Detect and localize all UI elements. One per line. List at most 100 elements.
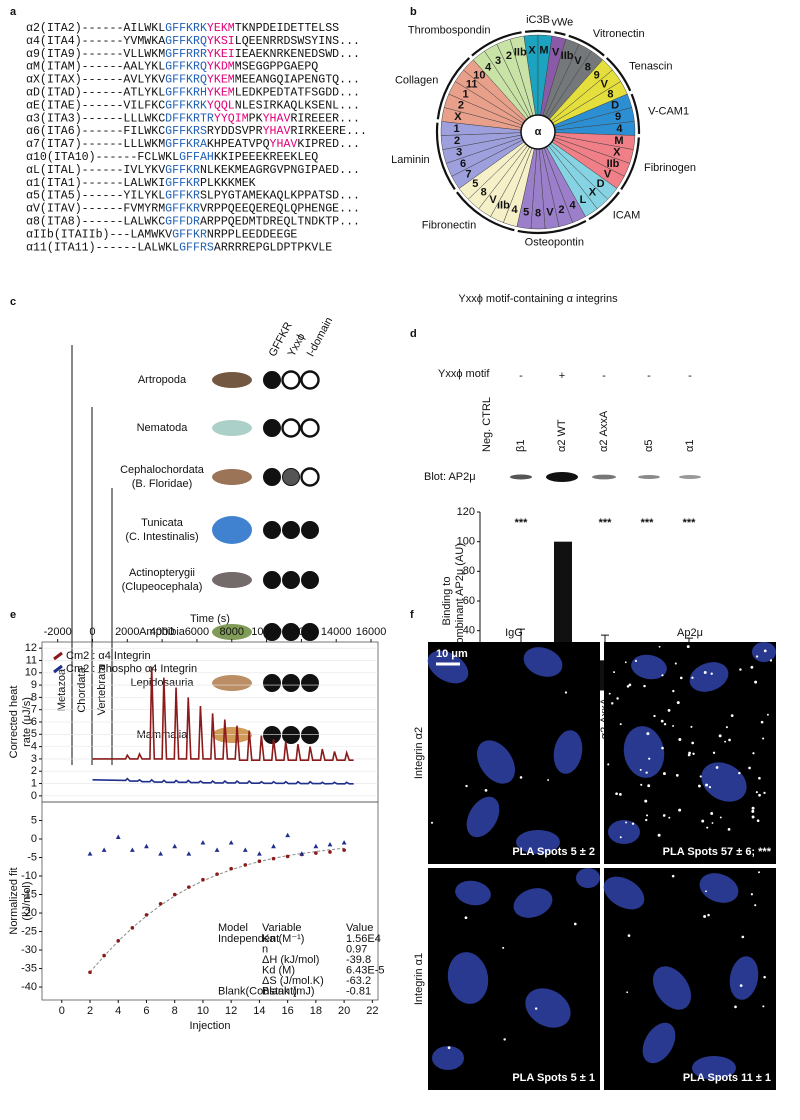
pla-spot	[710, 672, 713, 675]
y-tick-label: 0	[31, 790, 37, 802]
slice-label: 9	[594, 69, 600, 81]
pla-spot	[662, 772, 666, 776]
pla-spot	[725, 726, 728, 729]
data-point	[158, 851, 163, 856]
group-arc	[435, 122, 456, 190]
pla-spot	[705, 890, 707, 893]
data-point	[102, 953, 106, 958]
y-tick-label: 7	[31, 704, 37, 716]
pla-spot	[758, 871, 761, 874]
pla-spot	[741, 935, 745, 939]
pla-spot	[619, 723, 622, 726]
nucleus	[455, 880, 491, 906]
fit-table-cell: Ka (M⁻¹)	[262, 933, 304, 945]
pla-spot	[484, 789, 488, 792]
slice-label: V	[604, 168, 612, 180]
pla-spot	[724, 740, 727, 743]
pla-spot	[611, 702, 614, 705]
pla-spot	[645, 771, 648, 774]
pla-spot	[658, 645, 661, 648]
pla-spot	[667, 708, 671, 712]
slice-label: 1	[462, 89, 468, 101]
data-point	[88, 970, 92, 975]
x-tick-label: 2000	[115, 626, 139, 638]
fit-table-cell: 1.56E4	[346, 933, 381, 945]
data-point	[144, 843, 149, 849]
pla-spot	[624, 661, 627, 664]
nucleus	[701, 762, 747, 802]
data-point	[257, 851, 262, 856]
y-tick-label: 3	[31, 753, 37, 765]
legend-swatch	[53, 664, 63, 674]
x-tick-label: 14000	[321, 626, 352, 638]
trait-present	[263, 726, 281, 744]
group-name: Tenascin	[629, 61, 672, 73]
sequence-segment: MEEANGQIAPENGTQ...	[235, 74, 360, 87]
sequence-segment: GFFRRR	[165, 48, 207, 61]
pla-spot	[661, 674, 664, 677]
x-tick-label: 18	[310, 1005, 322, 1017]
integrin-name: αX(ITAX)	[26, 74, 82, 87]
integrin-name: αIIb(ITAIIb)	[26, 228, 110, 241]
nucleus	[432, 1046, 464, 1070]
lane-label: α5	[643, 440, 655, 452]
sequence-segment: ------FVMYRM	[82, 203, 166, 216]
group-name: Osteopontin	[525, 237, 584, 249]
row-label: Integrin α2	[413, 727, 425, 779]
slice-label: 11	[466, 78, 478, 90]
column-header: Ap2μ	[677, 627, 703, 639]
slice-label: 8	[481, 187, 487, 199]
integrin-name: α5(ITA5)	[26, 190, 82, 203]
group-name: Collagen	[395, 75, 438, 87]
wheel-slice	[509, 35, 539, 133]
alignment-row: α9(ITA9)------VLLWKMGFFRRRYKEIIEAEKNRKEN…	[26, 48, 360, 61]
alignment-row: αV(ITAV)------FVMYRMGFFKRVRPPQEEQEREQLQP…	[26, 203, 360, 216]
sequence-segment: GFFKR	[165, 190, 200, 203]
group-name: ICAM	[613, 209, 641, 221]
trait-present	[301, 623, 319, 641]
x-axis-label: Time (s)	[190, 613, 230, 625]
x-tick-label: 8	[172, 1005, 178, 1017]
data-point	[186, 851, 192, 856]
wheel-caption: Yxxϕ motif-containing α integrins	[458, 293, 618, 305]
pla-spot	[750, 893, 753, 896]
pla-spot	[430, 821, 434, 824]
nucleus	[652, 966, 692, 1010]
sequence-segment: KIPRED...	[297, 138, 360, 151]
fit-table-cell: Independent	[218, 933, 279, 945]
pla-spot	[547, 779, 550, 781]
taxon-name: Cephalochordata	[120, 464, 205, 476]
taxon-name: Actinopterygii	[129, 567, 195, 579]
panel-label: f	[410, 609, 414, 621]
pla-spot	[766, 713, 769, 716]
sequence-segment: ------YILYKL	[82, 190, 166, 203]
sequence-segment: KKIPEEEKREEKLEQ	[214, 151, 318, 164]
band	[510, 474, 532, 480]
slice-label: IIb	[561, 50, 574, 62]
x-tick-label: -2000	[44, 626, 72, 638]
slice-label: 4	[570, 200, 577, 212]
slice-label: V	[546, 207, 554, 219]
pla-spot	[718, 734, 722, 738]
pla-spot	[751, 815, 755, 819]
group-arc	[554, 31, 566, 36]
pla-spot	[503, 1038, 506, 1041]
trait-absent	[281, 370, 301, 390]
pla-spot	[625, 821, 628, 824]
organism-image	[212, 469, 252, 485]
slice-label: IIb	[514, 46, 527, 58]
pla-spot	[750, 665, 754, 669]
pla-spot	[519, 776, 523, 779]
sequence-segment: ------LALWKC	[82, 216, 166, 229]
x-tick-label: 6	[143, 1005, 149, 1017]
pla-spot	[464, 916, 468, 920]
nucleus	[513, 888, 553, 918]
y-tick-label: 6	[31, 716, 37, 728]
sequence-segment: PK	[249, 112, 263, 125]
alignment-row: αE(ITAE)------VILFKCGFFKRKYQQLNLESIRKAQL…	[26, 99, 360, 112]
sequence-segment: NRPPLEEDDEEGE	[207, 228, 297, 241]
pla-spot	[734, 1005, 737, 1009]
pla-spot	[751, 809, 755, 813]
trait-present	[263, 623, 281, 641]
sequence-segment: GFFKRQ	[165, 74, 207, 87]
